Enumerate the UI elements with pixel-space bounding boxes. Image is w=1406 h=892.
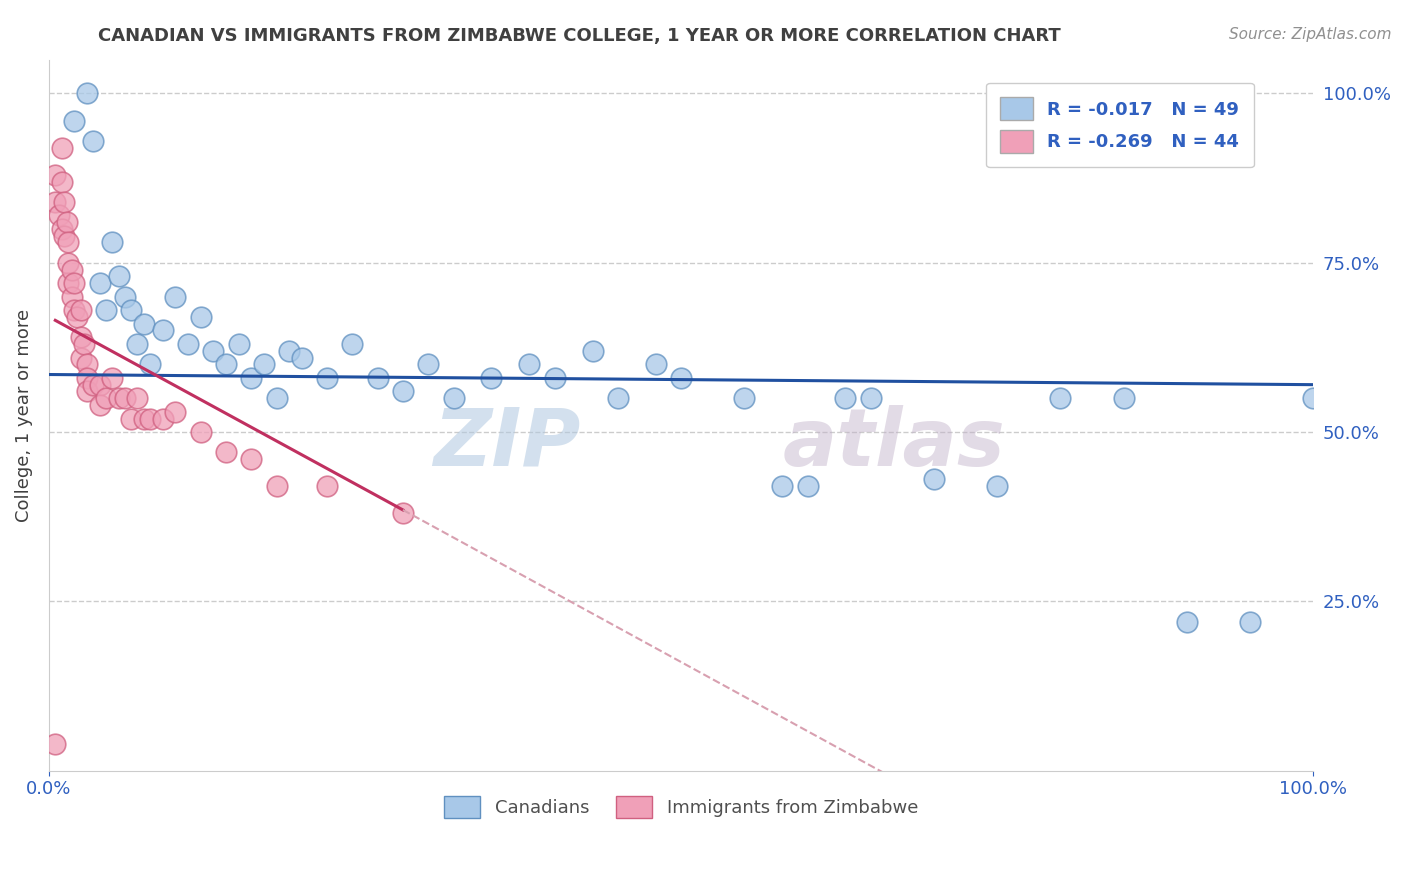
Point	[177, 337, 200, 351]
Point	[51, 222, 73, 236]
Text: ZIP: ZIP	[433, 405, 581, 483]
Point	[76, 87, 98, 101]
Point	[253, 357, 276, 371]
Point	[63, 303, 86, 318]
Point	[53, 228, 76, 243]
Point	[76, 357, 98, 371]
Point	[44, 737, 66, 751]
Point	[101, 371, 124, 385]
Point	[152, 324, 174, 338]
Point	[82, 377, 104, 392]
Point	[519, 357, 541, 371]
Point	[51, 174, 73, 188]
Point	[66, 310, 89, 324]
Point	[76, 371, 98, 385]
Point	[89, 276, 111, 290]
Point	[190, 310, 212, 324]
Point	[56, 256, 79, 270]
Point	[1239, 615, 1261, 629]
Point	[120, 411, 142, 425]
Text: atlas: atlas	[782, 405, 1005, 483]
Point	[107, 391, 129, 405]
Point	[55, 215, 77, 229]
Point	[60, 290, 83, 304]
Point	[202, 343, 225, 358]
Point	[266, 391, 288, 405]
Point	[82, 134, 104, 148]
Point	[127, 337, 149, 351]
Point	[60, 262, 83, 277]
Point	[240, 371, 263, 385]
Point	[190, 425, 212, 439]
Point	[56, 235, 79, 250]
Point	[132, 317, 155, 331]
Point	[56, 276, 79, 290]
Point	[291, 351, 314, 365]
Point	[107, 269, 129, 284]
Text: CANADIAN VS IMMIGRANTS FROM ZIMBABWE COLLEGE, 1 YEAR OR MORE CORRELATION CHART: CANADIAN VS IMMIGRANTS FROM ZIMBABWE COL…	[98, 27, 1062, 45]
Point	[69, 330, 91, 344]
Point	[581, 343, 603, 358]
Point	[139, 357, 162, 371]
Point	[63, 113, 86, 128]
Point	[132, 411, 155, 425]
Point	[165, 405, 187, 419]
Point	[51, 141, 73, 155]
Point	[669, 371, 692, 385]
Point	[544, 371, 567, 385]
Point	[94, 303, 117, 318]
Point	[316, 479, 339, 493]
Point	[228, 337, 250, 351]
Point	[481, 371, 503, 385]
Point	[114, 391, 136, 405]
Point	[44, 194, 66, 209]
Point	[44, 168, 66, 182]
Point	[165, 290, 187, 304]
Point	[89, 398, 111, 412]
Point	[69, 351, 91, 365]
Point	[278, 343, 301, 358]
Point	[63, 276, 86, 290]
Point	[418, 357, 440, 371]
Point	[89, 377, 111, 392]
Point	[367, 371, 389, 385]
Point	[127, 391, 149, 405]
Point	[53, 194, 76, 209]
Point	[76, 384, 98, 399]
Point	[796, 479, 818, 493]
Point	[733, 391, 755, 405]
Point	[101, 235, 124, 250]
Point	[922, 473, 945, 487]
Point	[73, 337, 96, 351]
Point	[215, 445, 238, 459]
Point	[986, 479, 1008, 493]
Point	[1175, 615, 1198, 629]
Point	[1302, 391, 1324, 405]
Point	[644, 357, 666, 371]
Point	[1112, 391, 1135, 405]
Point	[443, 391, 465, 405]
Point	[215, 357, 238, 371]
Point	[859, 391, 882, 405]
Point	[392, 506, 415, 520]
Point	[48, 208, 70, 222]
Point	[94, 391, 117, 405]
Point	[139, 411, 162, 425]
Point	[266, 479, 288, 493]
Point	[834, 391, 856, 405]
Point	[316, 371, 339, 385]
Point	[152, 411, 174, 425]
Text: Source: ZipAtlas.com: Source: ZipAtlas.com	[1229, 27, 1392, 42]
Y-axis label: College, 1 year or more: College, 1 year or more	[15, 309, 32, 522]
Legend: Canadians, Immigrants from Zimbabwe: Canadians, Immigrants from Zimbabwe	[437, 789, 925, 826]
Point	[606, 391, 628, 405]
Point	[770, 479, 793, 493]
Point	[240, 452, 263, 467]
Point	[1049, 391, 1071, 405]
Point	[120, 303, 142, 318]
Point	[342, 337, 364, 351]
Point	[114, 290, 136, 304]
Point	[392, 384, 415, 399]
Point	[69, 303, 91, 318]
